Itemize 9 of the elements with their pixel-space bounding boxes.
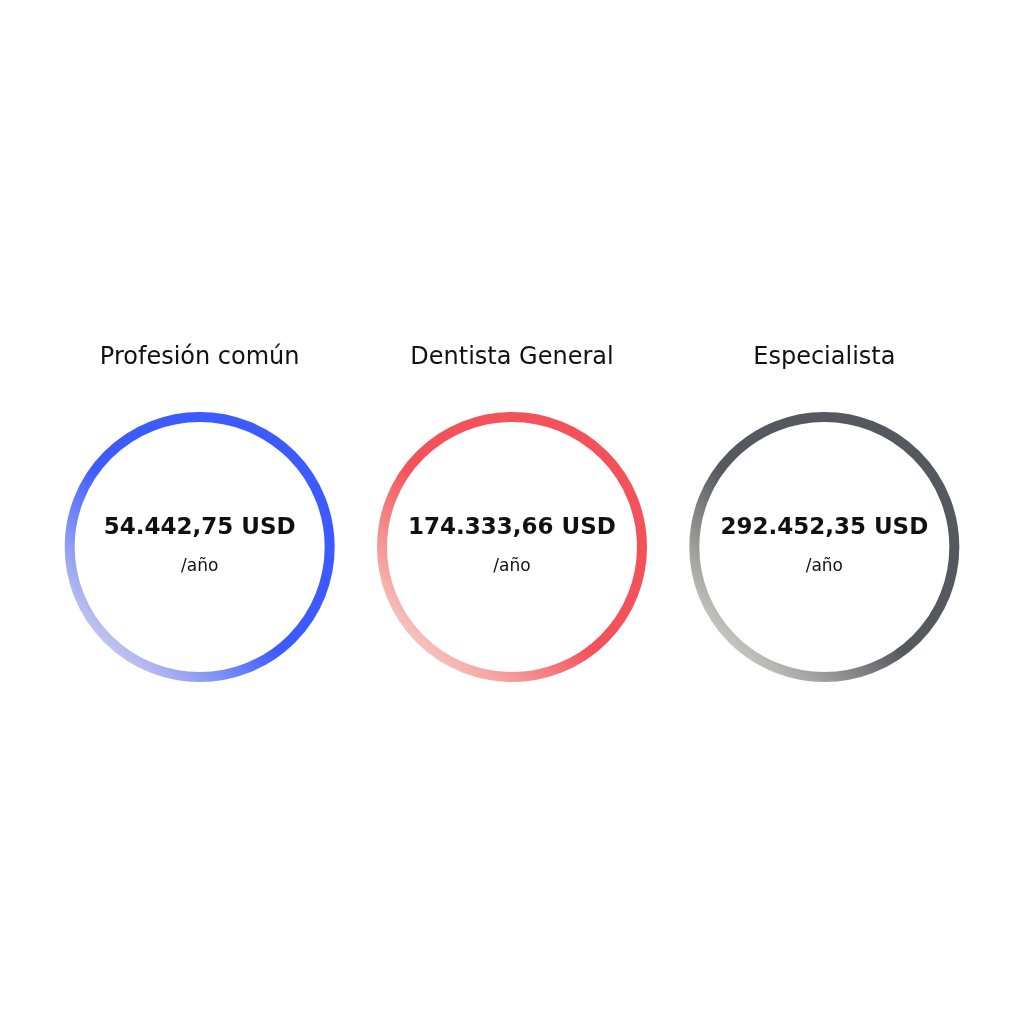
data-label: 292.452,35 USD: [720, 512, 929, 539]
category-label: Especialista: [753, 342, 896, 371]
category-label: Profesión común: [99, 342, 300, 371]
text: /año: [805, 555, 843, 576]
text: /año: [493, 555, 531, 576]
data-label: 174.333,66 USD: [408, 512, 616, 539]
category-label: Dentista General: [410, 342, 614, 371]
text: /año: [181, 555, 219, 576]
data-label: 54.442,75 USD: [103, 512, 296, 539]
